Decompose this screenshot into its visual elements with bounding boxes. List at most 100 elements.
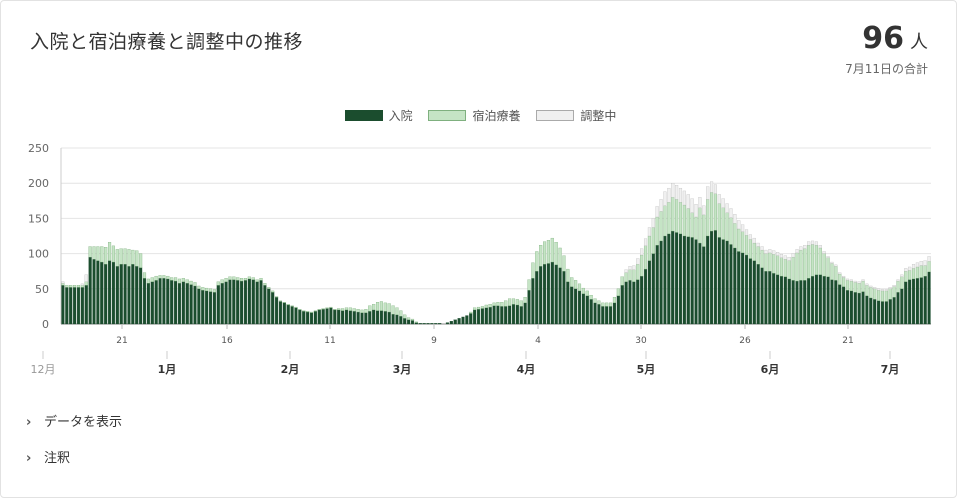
bar-segment: [531, 278, 535, 325]
bar-segment: [100, 261, 104, 325]
bar-segment: [282, 302, 286, 325]
bar-segment: [309, 311, 314, 313]
bar-segment: [189, 284, 193, 325]
bar-segment: [869, 285, 873, 288]
bar-segment: [539, 266, 543, 325]
bar-segment: [379, 301, 383, 311]
bar-segment: [741, 224, 745, 232]
bar-segment: [360, 309, 364, 313]
x-month-label: 12月: [31, 363, 56, 376]
bar-segment: [710, 192, 714, 232]
bar-segment: [577, 290, 582, 325]
notes-label: 注釈: [44, 451, 71, 466]
bar-segment: [535, 251, 539, 272]
bar-segment: [108, 242, 112, 261]
bar-segment: [814, 241, 818, 246]
bar-segment: [632, 281, 636, 325]
bar-segment: [678, 187, 683, 203]
bar-segment: [884, 301, 888, 325]
bar-segment: [162, 278, 166, 325]
notes-toggle[interactable]: › 注釈: [26, 447, 70, 466]
bar-segment: [348, 310, 352, 325]
bar-segment: [647, 235, 651, 261]
bar-segment: [527, 279, 531, 291]
bar-segment: [783, 276, 787, 325]
bar-segment: [915, 266, 919, 279]
bar-segment: [154, 275, 158, 281]
bar-segment: [616, 295, 620, 325]
bar-segment: [651, 253, 655, 325]
bar-segment: [364, 309, 368, 313]
bar-segment: [329, 307, 333, 325]
chart-title: 入院と宿泊療養と調整中の推移: [30, 31, 304, 53]
bar-segment: [240, 280, 244, 325]
bar-segment: [768, 252, 772, 272]
bar-segment: [329, 306, 333, 308]
bar-segment: [267, 287, 271, 289]
bar-segment: [449, 321, 453, 325]
bar-segment: [640, 248, 644, 256]
bar-segment: [768, 271, 772, 325]
legend-item-hotel[interactable]: 宿泊療養: [428, 107, 521, 124]
bar-segment: [504, 306, 508, 325]
total-summary: 96 人 7月11日の合計: [845, 21, 928, 77]
bar-segment: [776, 252, 780, 256]
bar-segment: [702, 214, 706, 247]
bar-segment: [628, 269, 632, 281]
bar-segment: [166, 275, 170, 280]
y-tick-label: 100: [28, 248, 49, 261]
bar-segment: [616, 288, 620, 296]
bar-segment: [919, 277, 923, 325]
bar-segment: [309, 312, 314, 325]
bar-segment: [865, 295, 869, 325]
bar-segment: [500, 306, 504, 325]
bar-segment: [515, 304, 519, 325]
legend-item-pending[interactable]: 調整中: [536, 107, 616, 124]
bar-segment: [880, 301, 884, 325]
bar-segment: [764, 271, 768, 325]
bar-segment: [523, 297, 527, 304]
bar-segment: [737, 228, 741, 252]
bar-segment: [403, 318, 407, 325]
bar-segment: [768, 249, 772, 254]
bar-segment: [589, 299, 593, 325]
bar-segment: [717, 203, 721, 238]
bar-segment: [741, 231, 745, 254]
bar-segment: [873, 288, 877, 300]
bar-segment: [655, 206, 659, 218]
bar-segment: [826, 256, 830, 258]
bar-segment: [418, 323, 422, 325]
bar-segment: [597, 304, 601, 325]
bar-segment: [267, 288, 271, 325]
bar-segment: [807, 241, 811, 246]
bar-segment: [139, 253, 143, 268]
bar-segment: [177, 283, 182, 325]
bar-segment: [845, 280, 850, 291]
bar-segment: [115, 266, 119, 325]
bar-segment: [612, 302, 617, 325]
bar-segment: [278, 301, 282, 325]
bar-segment: [702, 205, 706, 216]
bar-segment: [177, 278, 182, 284]
bar-segment: [263, 283, 267, 286]
bar-segment: [508, 305, 512, 325]
bar-segment: [624, 281, 628, 325]
bar-segment: [923, 260, 927, 266]
bar-segment: [667, 202, 671, 235]
bar-segment: [632, 269, 636, 282]
bar-segment: [779, 275, 784, 325]
bar-segment: [142, 272, 147, 279]
bar-segment: [166, 278, 170, 325]
bar-segment: [181, 278, 185, 282]
bar-segment: [772, 273, 776, 325]
bar-segment: [127, 249, 131, 267]
legend-item-hospitalized[interactable]: 入院: [344, 107, 413, 124]
bar-segment: [756, 246, 760, 265]
x-month-label: 6月: [761, 363, 780, 376]
bar-segment: [135, 266, 139, 325]
bar-segment: [900, 288, 904, 325]
bar-segment: [240, 278, 244, 282]
legend-swatch-hotel: [428, 110, 467, 121]
show-data-toggle[interactable]: › データを表示: [26, 411, 122, 430]
bar-segment: [810, 244, 815, 277]
